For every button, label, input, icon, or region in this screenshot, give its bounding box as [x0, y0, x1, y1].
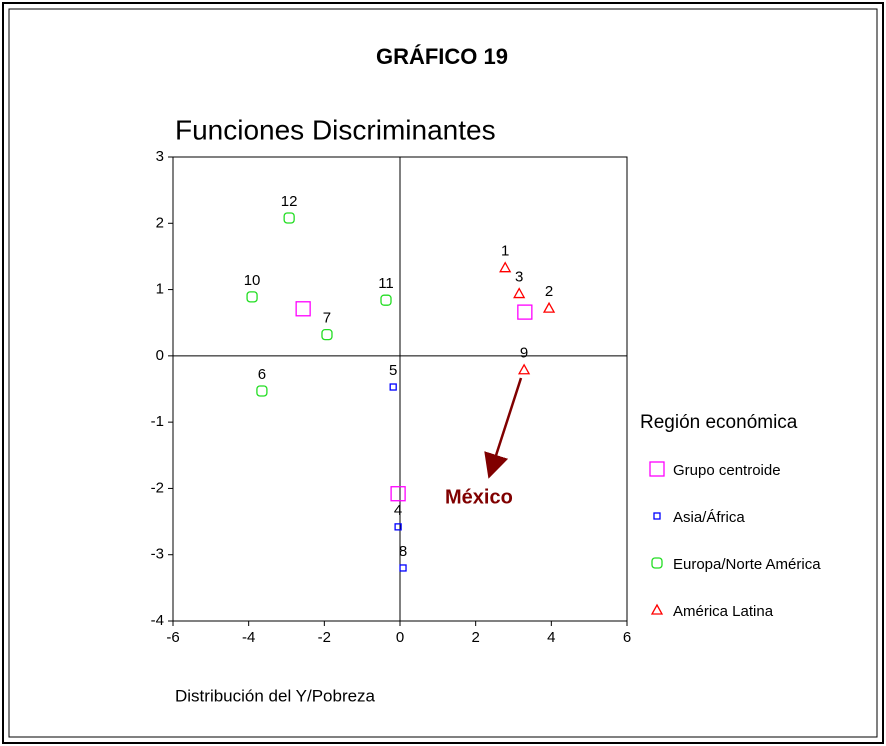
y-tick-label: -1 — [151, 413, 164, 430]
legend-title: Región económica — [640, 412, 798, 433]
annotation: México — [445, 486, 513, 508]
point-label: 8 — [399, 543, 407, 560]
y-tick-label: 1 — [156, 281, 164, 298]
point — [283, 212, 295, 224]
point — [394, 523, 402, 531]
point — [517, 363, 531, 375]
point-label: 3 — [515, 269, 523, 286]
point — [246, 291, 258, 303]
point — [256, 385, 268, 397]
point-label: 4 — [394, 502, 402, 519]
legend-label: Europa/Norte América — [673, 556, 821, 573]
x-tick-label: 4 — [547, 629, 555, 646]
point-label: 2 — [545, 283, 553, 300]
point — [380, 294, 392, 306]
inner-frame — [8, 8, 878, 738]
x-tick-label: 2 — [471, 629, 479, 646]
x-axis-label: Distribución del Y/Pobreza — [175, 686, 376, 705]
y-tick-label: 0 — [156, 347, 164, 364]
point — [389, 383, 397, 391]
point — [513, 287, 526, 299]
point — [295, 301, 311, 317]
y-tick-label: 3 — [156, 148, 164, 165]
y-tick-label: -4 — [151, 612, 164, 629]
chart-subtitle: Funciones Discriminantes — [175, 114, 496, 145]
point-label: 5 — [389, 362, 397, 379]
point-label: 12 — [281, 193, 298, 210]
point — [390, 486, 406, 502]
y-tick-label: -3 — [151, 546, 164, 563]
legend-label: Asia/África — [673, 509, 745, 526]
y-tick-label: -2 — [151, 479, 164, 496]
point — [517, 304, 533, 320]
point-label: 6 — [258, 366, 266, 383]
point-label: 11 — [378, 275, 394, 292]
chart-title: GRÁFICO 19 — [376, 44, 508, 69]
x-tick-label: -4 — [242, 629, 255, 646]
x-tick-label: -2 — [318, 629, 331, 646]
point-label: 7 — [323, 310, 331, 327]
point — [399, 564, 407, 572]
x-tick-label: 0 — [396, 629, 404, 646]
x-tick-label: 6 — [623, 629, 631, 646]
legend-marker — [650, 603, 664, 615]
point — [321, 328, 333, 341]
annotation-arrow — [484, 377, 523, 479]
point-label: 10 — [244, 272, 261, 289]
legend-marker — [651, 557, 663, 569]
point — [499, 261, 512, 273]
x-tick-label: -6 — [166, 629, 179, 646]
point-label: 1 — [501, 243, 509, 260]
legend-label: América Latina — [673, 603, 774, 620]
point — [542, 301, 556, 313]
legend-marker — [649, 461, 665, 477]
legend-marker — [653, 512, 661, 520]
legend-label: Grupo centroide — [673, 462, 781, 479]
y-tick-label: 2 — [156, 214, 164, 231]
point-label: 9 — [520, 345, 528, 362]
